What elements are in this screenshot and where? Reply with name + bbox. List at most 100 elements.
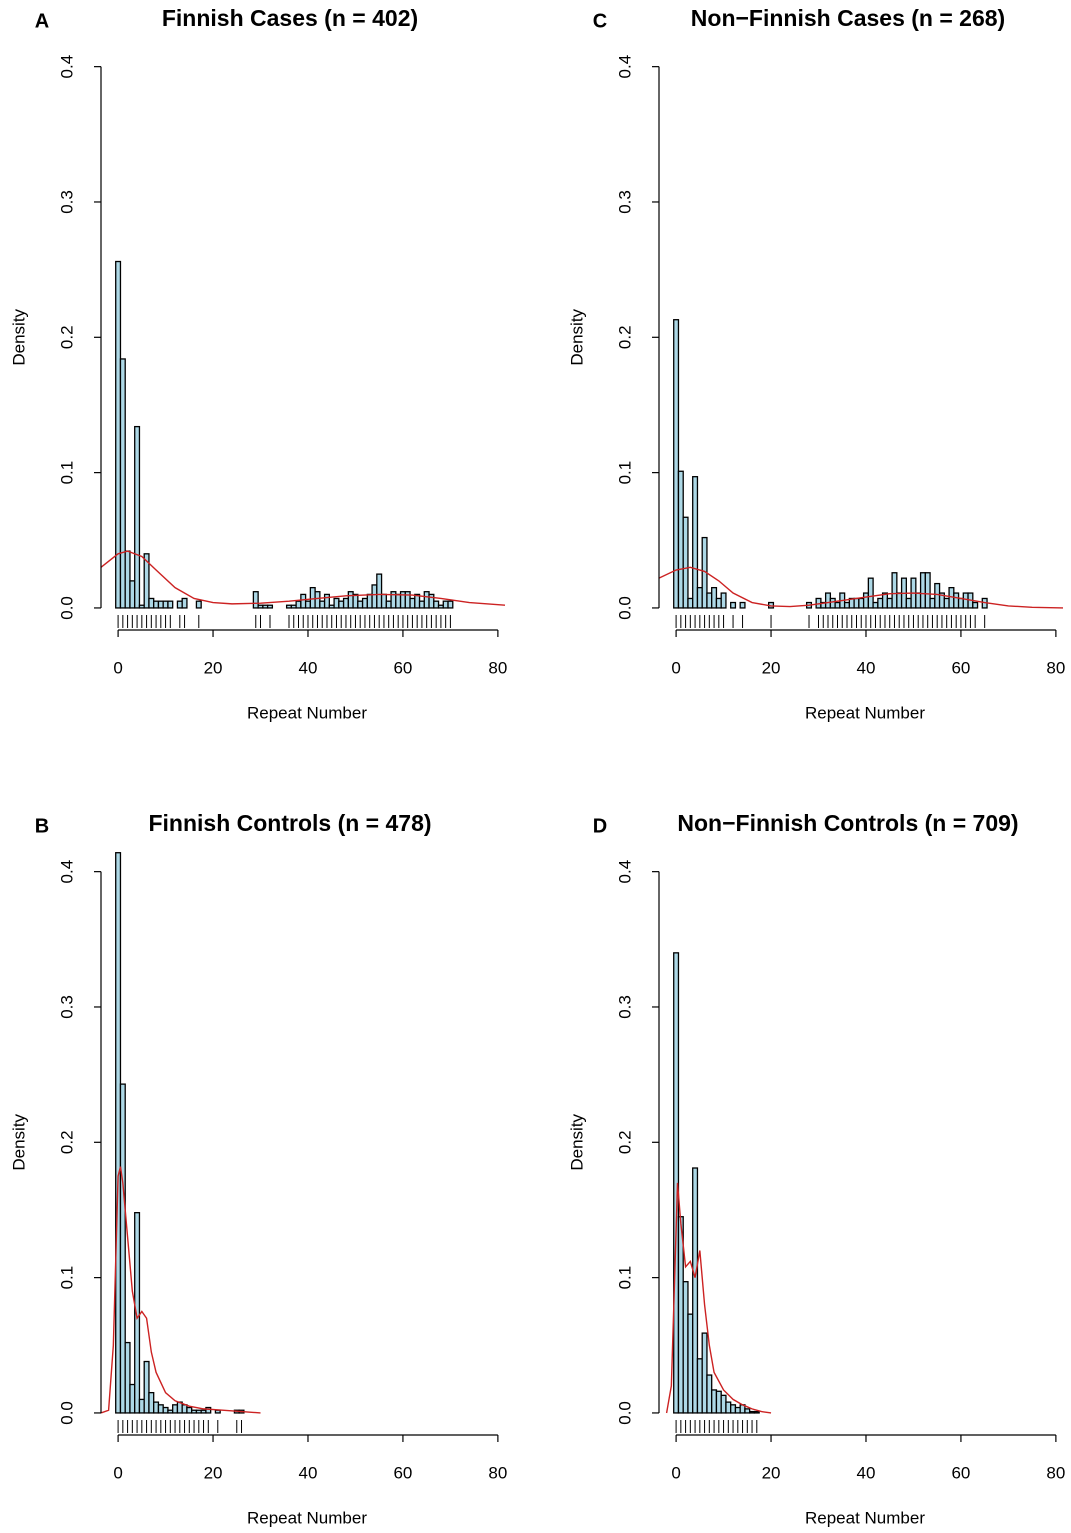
histogram-bar <box>314 591 321 609</box>
y-tick-label: 0.2 <box>615 1130 634 1154</box>
histogram-bar <box>824 592 832 609</box>
density-curve <box>665 1182 772 1414</box>
histogram-bar <box>342 597 349 609</box>
y-tick-label: 0.1 <box>57 1266 76 1290</box>
histogram-bar <box>682 516 689 609</box>
histogram-bar <box>395 593 402 609</box>
histogram-bar <box>153 600 160 609</box>
histogram-bar <box>677 1216 684 1414</box>
x-axis-label: Repeat Number <box>805 703 925 722</box>
histogram-bar <box>191 1409 198 1414</box>
histogram-bar <box>385 600 392 609</box>
histogram-bar <box>285 604 293 609</box>
histogram-bar <box>138 1398 145 1414</box>
histogram-bar <box>195 600 202 609</box>
y-axis-label: Density <box>567 1113 586 1170</box>
histogram-bar <box>138 604 145 609</box>
histogram-bar <box>323 593 330 609</box>
histogram-bar <box>905 597 912 609</box>
histogram-bar <box>696 1358 703 1414</box>
histogram-bar <box>734 1406 741 1414</box>
histogram-bar <box>195 1409 202 1414</box>
histogram-bar <box>257 604 264 609</box>
histogram-bar <box>399 591 406 609</box>
histogram-bar <box>134 1212 141 1414</box>
y-tick-label: 0.0 <box>615 596 634 620</box>
x-tick-label: 20 <box>762 658 781 677</box>
y-tick-label: 0.2 <box>57 1130 76 1154</box>
histogram-bar <box>181 1404 188 1414</box>
histogram-bar <box>972 601 979 609</box>
histogram-bar <box>682 1281 689 1414</box>
x-tick-label: 0 <box>671 1463 680 1482</box>
x-tick-label: 0 <box>671 658 680 677</box>
histogram-bar <box>347 591 354 609</box>
histogram-bar <box>725 1401 732 1414</box>
histogram-bar <box>167 600 174 609</box>
histogram-bar <box>252 591 259 609</box>
y-tick-label: 0.0 <box>615 1401 634 1425</box>
chart-title: Finnish Cases (n = 402) <box>162 5 418 31</box>
histogram-bar <box>433 600 440 609</box>
chart-title: Non−Finnish Cases (n = 268) <box>691 5 1005 31</box>
histogram-bar <box>953 592 960 609</box>
histogram-bar <box>442 600 449 609</box>
histogram-bar <box>148 597 155 609</box>
histogram-bar <box>673 952 680 1414</box>
y-tick-label: 0.3 <box>57 995 76 1019</box>
histogram-bar <box>834 601 841 609</box>
histogram-bar <box>205 1406 212 1414</box>
histogram-bar <box>749 1410 756 1414</box>
histogram-bar <box>753 1410 760 1414</box>
histogram-bar <box>300 593 307 609</box>
histogram-bar <box>929 597 936 609</box>
histogram-bar <box>333 597 340 609</box>
histogram-bar <box>181 597 188 609</box>
x-tick-label: 20 <box>762 1463 781 1482</box>
histogram-bar <box>720 592 727 609</box>
histogram-bar <box>423 591 430 609</box>
histogram-bar <box>715 1390 722 1414</box>
x-axis-label: Repeat Number <box>247 703 367 722</box>
y-tick-label: 0.4 <box>615 55 634 79</box>
x-tick-label: 60 <box>393 658 412 677</box>
histogram-bar <box>176 600 183 609</box>
x-axis-label: Repeat Number <box>247 1508 367 1527</box>
histogram-bar <box>167 1409 174 1414</box>
histogram-bar <box>896 592 903 609</box>
y-tick-label: 0.1 <box>57 461 76 485</box>
histogram-bar <box>744 1408 751 1414</box>
histogram-bar <box>148 1391 155 1414</box>
histogram-bar <box>115 852 122 1414</box>
histogram-bar <box>720 1394 727 1414</box>
histogram-bar <box>352 593 359 609</box>
histogram-bar <box>706 1374 713 1414</box>
x-tick-label: 60 <box>951 1463 970 1482</box>
y-tick-label: 0.1 <box>615 1266 634 1290</box>
histogram-bar <box>129 1383 136 1414</box>
y-axis-label: Density <box>567 308 586 365</box>
histogram-bar <box>418 600 425 609</box>
histogram-bar <box>157 1404 164 1414</box>
histogram-bar <box>157 600 164 609</box>
y-tick-label: 0.0 <box>57 596 76 620</box>
histogram-bar <box>843 601 851 609</box>
x-tick-label: 0 <box>113 658 122 677</box>
y-tick-label: 0.2 <box>57 325 76 349</box>
histogram-bar <box>371 584 378 609</box>
x-tick-label: 60 <box>951 658 970 677</box>
y-tick-label: 0.3 <box>57 190 76 214</box>
histogram-bar <box>409 597 416 609</box>
histogram-bar <box>867 577 874 609</box>
histogram-bar <box>858 597 865 609</box>
y-axis-label: Density <box>9 1113 28 1170</box>
histogram-bar <box>706 592 713 609</box>
x-tick-label: 80 <box>1046 658 1065 677</box>
x-tick-label: 0 <box>113 1463 122 1482</box>
y-tick-label: 0.3 <box>615 190 634 214</box>
histogram-bar <box>829 597 836 609</box>
histogram-bar <box>380 593 387 609</box>
y-tick-label: 0.0 <box>57 1401 76 1425</box>
histogram-bar <box>862 592 870 609</box>
